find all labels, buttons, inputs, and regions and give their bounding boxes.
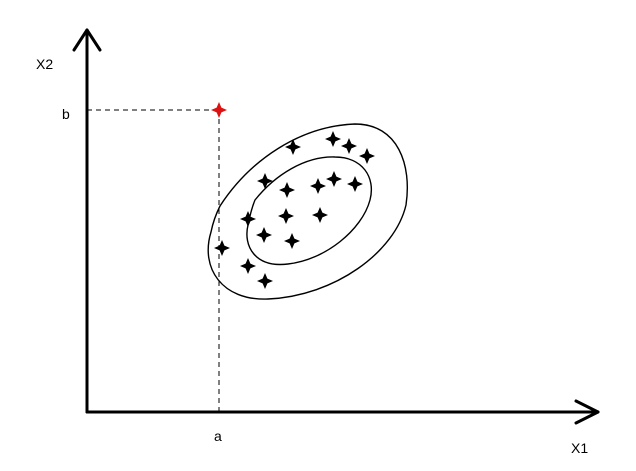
data-point-marker [240,258,256,274]
point-y-label: b [62,106,70,122]
data-points [211,102,375,289]
x-axis-label: X1 [571,440,588,456]
outer-ellipse [207,123,408,300]
contours [207,123,408,300]
y-axis-label: X2 [36,56,53,72]
data-point-marker [256,227,272,243]
data-point-marker [359,148,375,164]
point-x-label: a [214,428,222,444]
x-axis-arrowhead [574,399,600,425]
inner-ellipse [246,156,372,266]
data-point-marker [310,178,326,194]
axes [72,28,600,425]
data-point-marker [326,171,342,187]
data-point-marker [278,208,294,224]
data-point-marker [325,131,341,147]
highlighted-point-marker [211,102,227,118]
data-point-marker [347,176,363,192]
data-point-marker [285,139,301,155]
y-axis-arrowhead [72,28,102,52]
data-point-marker [240,211,256,227]
data-point-marker [341,138,357,154]
data-point-marker [312,207,328,223]
data-point-marker [214,240,230,256]
data-point-marker [257,173,273,189]
data-point-marker [279,182,295,198]
data-point-marker [257,273,273,289]
guide-lines [87,109,220,412]
data-point-marker [284,233,300,249]
